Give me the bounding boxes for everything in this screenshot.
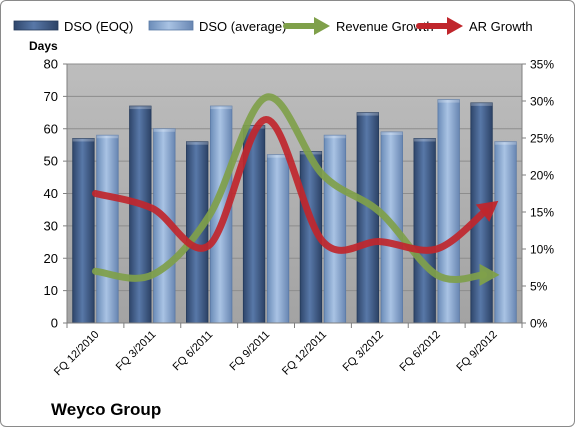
chart-legend: DSO (EOQ) DSO (average) Revenue Growth AR G… [13,17,533,35]
x-tick-label: FQ 6/2011 [171,329,216,374]
y-tick-label: 60 [44,121,58,136]
bar-dso-eoq-0 [72,138,95,324]
y-tick-label: 30 [44,218,58,233]
bar-cap [437,99,460,103]
x-tick-label: FQ 9/2012 [454,329,499,374]
bar-dso-average-3 [266,154,290,324]
bar-cap [357,112,379,116]
bar-cap [494,141,517,145]
bar-cap [72,138,95,142]
x-tick-label: FQ 3/2011 [114,329,159,374]
legend-label-ar-growth: AR Growth [469,19,533,34]
y-tick-label: 40 [44,186,58,201]
bar-dso-average-4 [323,134,347,324]
y2-tick-label: 20% [530,169,554,183]
legend-swatch-dso-eoq [13,20,59,31]
y2-tick-label: 5% [530,280,548,294]
legend-arrow [447,17,463,35]
y2-tick-label: 10% [530,243,554,257]
line-ar-growth [91,115,490,254]
bar-cap [153,128,176,132]
y-tick-label: 50 [44,154,58,169]
bar-cap [381,131,403,135]
legend-label-dso-average: DSO (average) [199,19,286,34]
y2-tick-label: 0% [530,317,548,331]
line-revenue-growth [91,93,488,284]
bar-dso-eoq-5 [356,112,379,324]
x-tick-label: FQ 3/2012 [341,329,386,374]
bar-series [72,99,517,324]
bar-cap [129,106,152,110]
legend-label-revenue-growth: Revenue Growth [336,19,434,34]
company-name: Weyco Group [51,400,162,419]
bar-dso-average-6 [437,99,460,324]
bar-cap [267,154,289,158]
bar-dso-average-0 [96,134,119,324]
y-tick-label: 10 [44,283,58,298]
x-tick-label: FQ 12/2011 [280,329,329,378]
y-tick-label: 0 [51,316,58,331]
bar-dso-eoq-1 [129,105,152,324]
bar-dso-average-7 [494,141,517,324]
x-tick-label: FQ 6/2012 [398,329,443,374]
arrowhead-revenue-growth [479,263,500,286]
bar-cap [186,141,208,145]
bar-cap [413,138,436,142]
legend-arrow [314,17,330,35]
bar-cap [96,135,119,139]
y-tick-label: 70 [44,89,58,104]
bar-dso-eoq-6 [413,138,436,324]
y2-tick-label: 30% [530,95,554,109]
x-tick-label: FQ 12/2010 [52,329,102,379]
y-tick-label: 20 [44,251,58,266]
y2-tick-label: 25% [530,132,554,146]
arrowhead-ar-growth [475,200,499,222]
y2-tick-label: 35% [530,58,554,72]
y-tick-label: 80 [44,57,58,72]
legend-label-dso-eoq: DSO (EOQ) [64,19,133,34]
x-tick-label: FQ 9/2011 [228,329,273,374]
bar-cap [324,135,346,139]
legend-swatch-dso-average [148,20,194,31]
y2-tick-label: 15% [530,206,554,220]
bar-cap [470,102,493,106]
bar-cap [210,106,232,110]
y-axis-title: Days [29,39,58,53]
line-series [91,93,500,286]
